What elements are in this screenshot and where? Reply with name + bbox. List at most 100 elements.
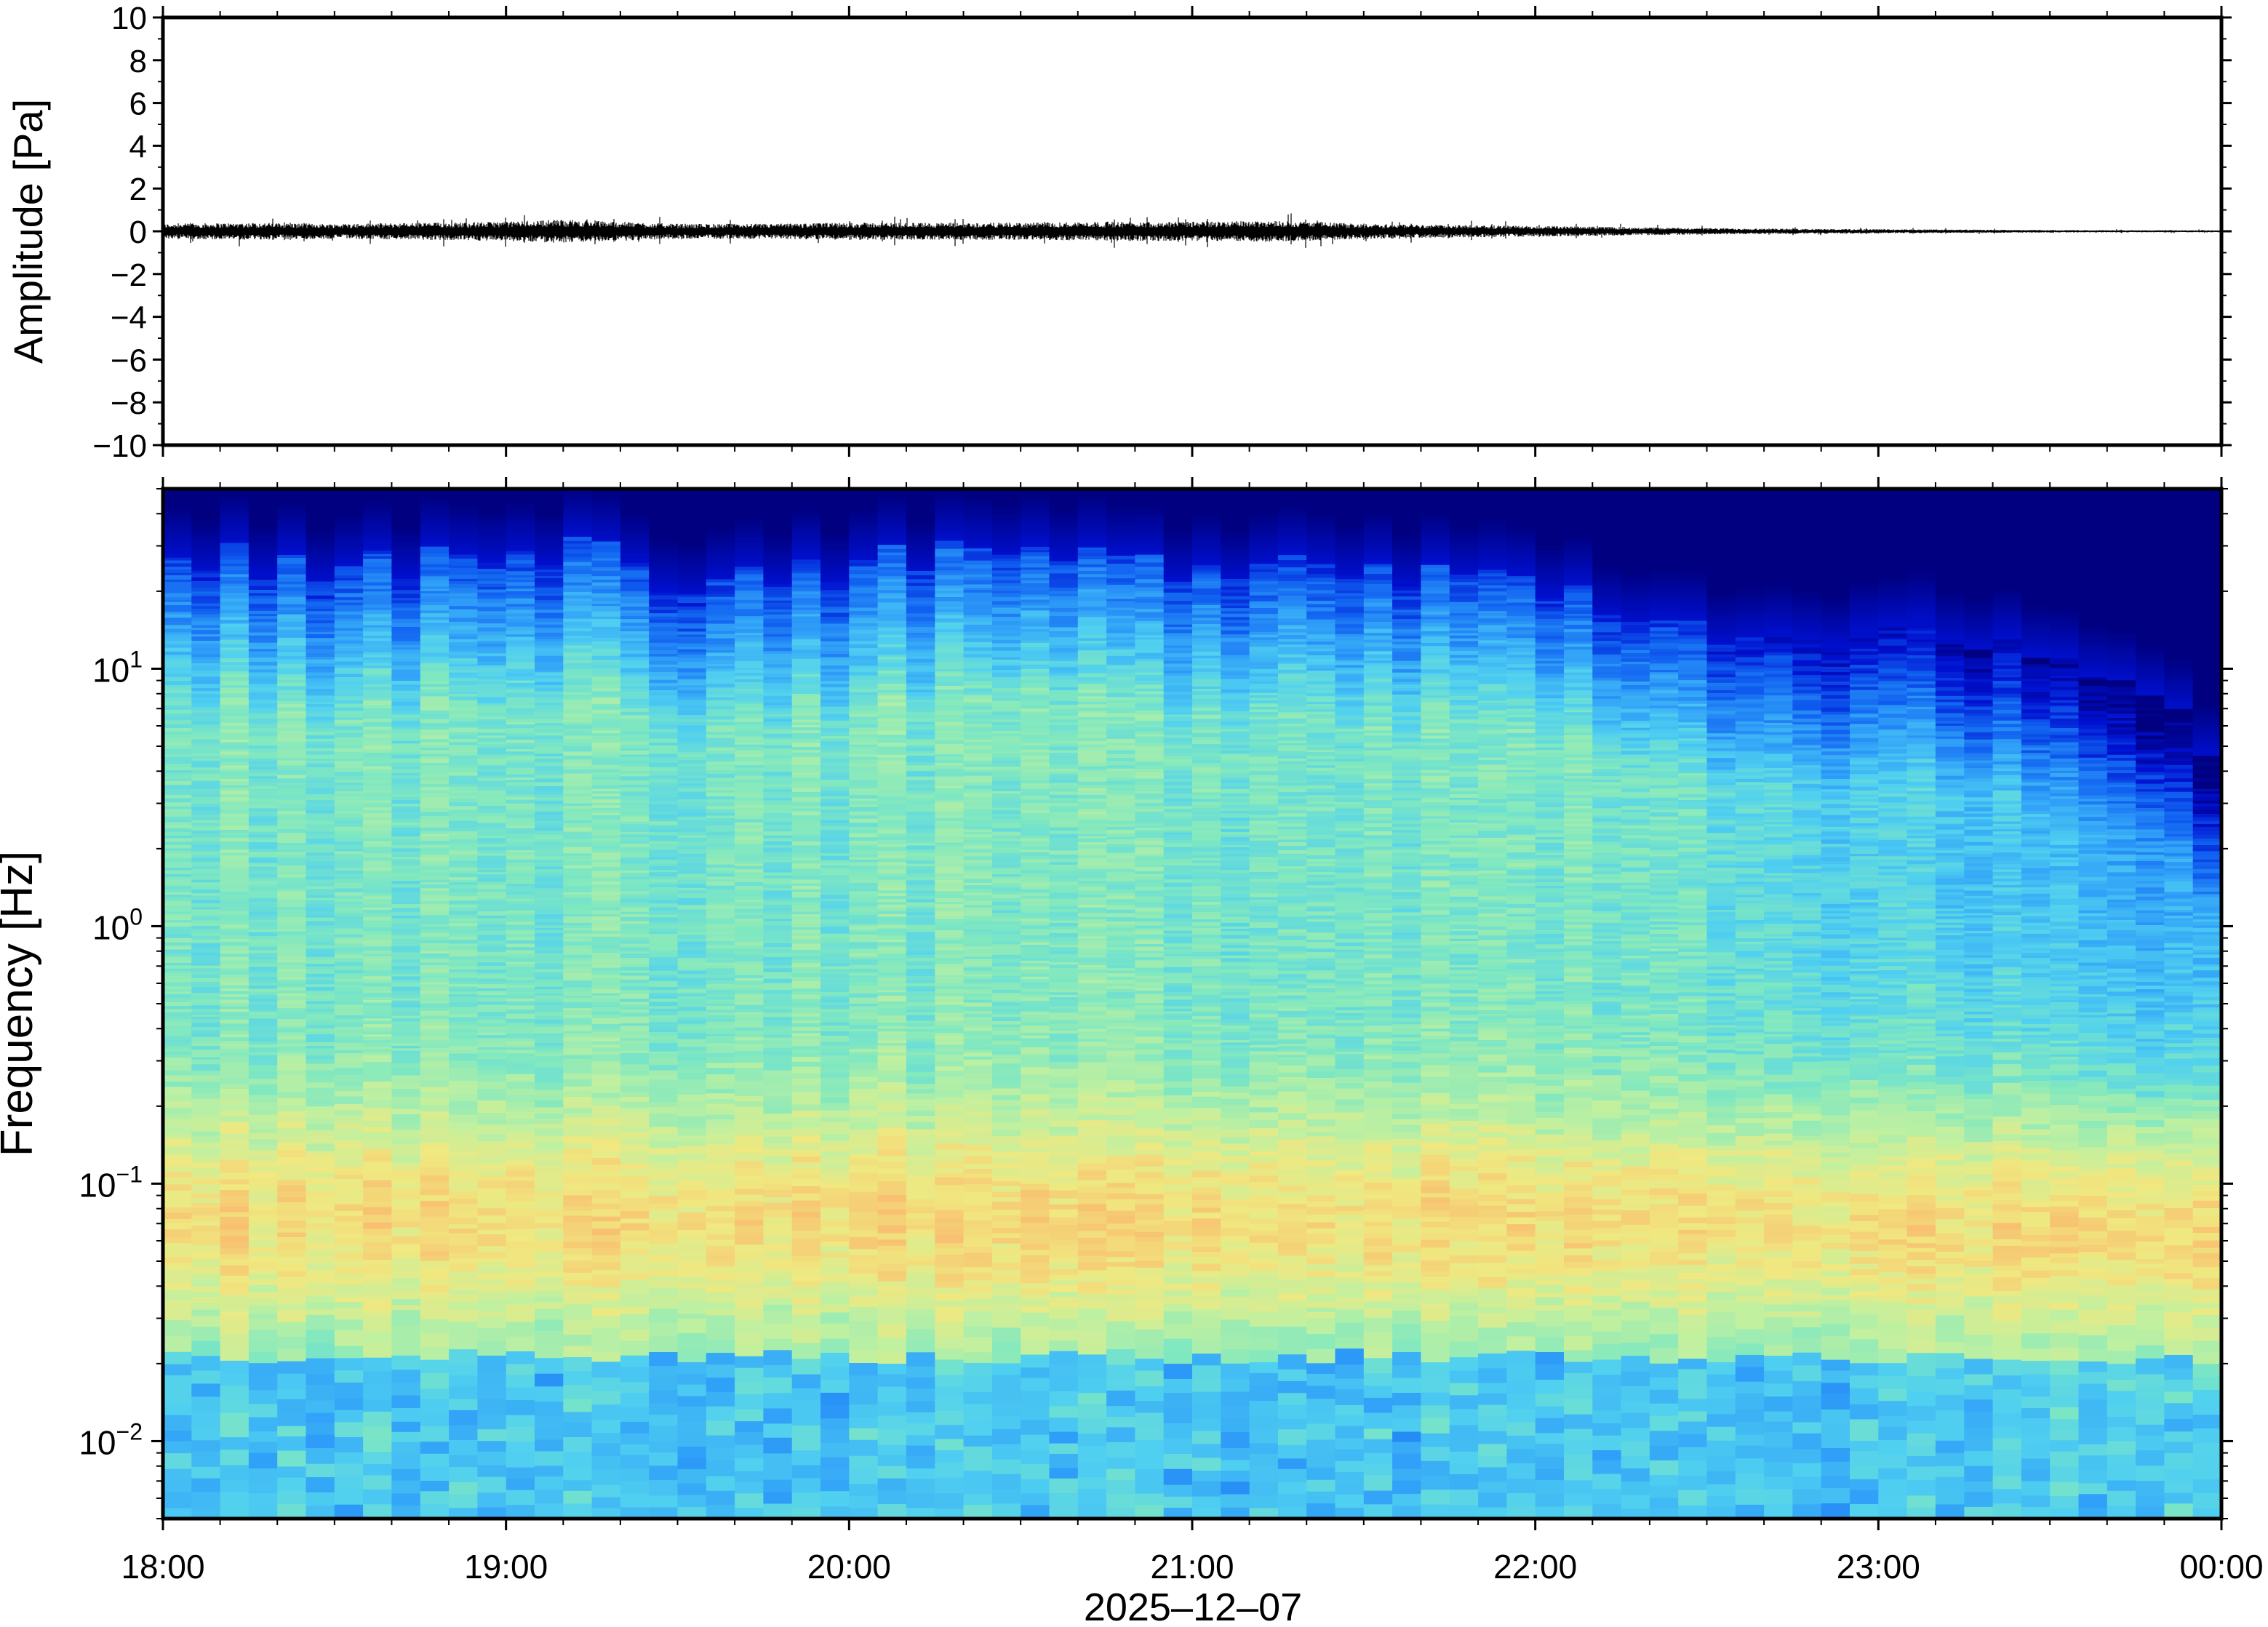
spectrogram-cell xyxy=(506,571,535,575)
spectrogram-cell xyxy=(306,1015,335,1018)
spectrogram-cell xyxy=(363,535,392,537)
spectrogram-cell xyxy=(649,619,678,623)
spectrogram-cell xyxy=(620,771,650,774)
spectrogram-cell xyxy=(678,1086,707,1094)
spectrogram-cell xyxy=(306,1094,335,1099)
spectrogram-cell xyxy=(220,1386,249,1400)
spectrogram-cell xyxy=(477,1016,506,1020)
spectrogram-cell xyxy=(535,662,564,666)
spectrogram-cell xyxy=(449,1271,478,1278)
spectrogram-cell xyxy=(620,756,650,761)
spectrogram-cell xyxy=(563,855,592,859)
spectrogram-cell xyxy=(449,1198,478,1204)
spectrogram-cell xyxy=(277,770,306,775)
spectrogram-cell xyxy=(391,1264,420,1272)
spectrogram-cell xyxy=(649,1036,678,1040)
spectrogram-cell xyxy=(306,1384,335,1400)
spectrogram-cell xyxy=(391,854,420,857)
spectrogram-cell xyxy=(363,1504,392,1519)
spectrogram-cell xyxy=(220,681,249,685)
spectrogram-cell xyxy=(363,508,392,512)
spectrogram-cell xyxy=(592,733,621,736)
spectrogram-cell xyxy=(535,966,564,970)
spectrogram-cell xyxy=(277,1026,306,1029)
spectrogram-cell xyxy=(220,627,249,631)
spectrogram-cell xyxy=(506,994,535,999)
spectrogram-cell xyxy=(649,907,678,911)
spectrogram-cell xyxy=(249,1079,278,1084)
spectrogram-cell xyxy=(306,803,335,807)
spectrogram-cell xyxy=(449,639,478,642)
spectrogram-cell xyxy=(306,544,335,548)
spectrogram-cell xyxy=(535,1290,564,1297)
spectrogram-cell xyxy=(649,642,678,647)
spectrogram-cell xyxy=(335,1082,364,1087)
spectrogram-cell xyxy=(506,657,535,662)
spectrogram-cell xyxy=(649,724,678,729)
spectrogram-cell xyxy=(563,1222,592,1231)
spectrogram-cell xyxy=(163,1212,192,1219)
spectrogram-cell xyxy=(163,1415,192,1431)
spectrogram-cell xyxy=(535,672,564,676)
spectrogram-cell xyxy=(649,588,678,593)
spectrogram-cell xyxy=(678,672,707,676)
spectrogram-cell xyxy=(592,863,621,868)
spectrogram-cell xyxy=(592,1183,621,1190)
spectrogram-cell xyxy=(306,614,335,618)
spectrogram-cell xyxy=(449,892,478,897)
spectrogram-cell xyxy=(620,607,650,611)
spectrogram-cell xyxy=(363,1167,392,1173)
spectrogram-cell xyxy=(191,603,220,607)
spectrogram-cell xyxy=(735,1332,764,1346)
spectrogram-cell xyxy=(620,653,650,657)
spectrogram-cell xyxy=(335,1238,364,1245)
spectrogram-cell xyxy=(249,1292,278,1298)
spectrogram-cell xyxy=(649,946,678,950)
spectrogram-cell xyxy=(277,1490,306,1504)
spectrogram-cell xyxy=(563,1020,592,1025)
spectrogram-cell xyxy=(363,674,392,677)
spectrogram-cell xyxy=(535,891,564,895)
spectrogram-cell xyxy=(592,793,621,796)
waveform-y-tick-label: 4 xyxy=(129,129,147,164)
spectrogram-cell xyxy=(477,988,506,991)
spectrogram-cell xyxy=(249,1041,278,1044)
spectrogram-cell xyxy=(220,649,249,655)
spectrogram-cell xyxy=(249,939,278,943)
spectrogram-cell xyxy=(306,895,335,898)
spectrogram-cell xyxy=(592,1469,621,1485)
spectrogram-cell xyxy=(678,1468,707,1483)
spectrogram-cell xyxy=(735,1432,764,1445)
spectrogram-cell xyxy=(678,1057,707,1060)
spectrogram-cell xyxy=(506,708,535,712)
spectrogram-cell xyxy=(706,680,735,684)
spectrogram-cell xyxy=(592,1255,621,1263)
spectrogram-cell xyxy=(678,905,707,910)
spectrogram-cell xyxy=(678,1199,707,1207)
spectrogram-cell xyxy=(477,656,506,660)
spectrogram-cell xyxy=(592,1497,621,1508)
spectrogram-cell xyxy=(477,566,506,569)
spectrogram-cell xyxy=(420,706,450,711)
spectrogram-cell xyxy=(649,585,678,589)
spectrogram-cell xyxy=(220,495,249,500)
spectrogram-cell xyxy=(449,1074,478,1081)
spectrogram-cell xyxy=(191,1106,220,1113)
spectrogram-cell xyxy=(163,986,192,989)
spectrogram-cell xyxy=(191,516,220,520)
spectrogram-cell xyxy=(506,676,535,681)
spectrogram-cell xyxy=(277,854,306,858)
spectrogram-cell xyxy=(277,852,306,855)
spectrogram-cell xyxy=(163,865,192,868)
spectrogram-cell xyxy=(592,1209,621,1217)
spectrogram-cell xyxy=(306,728,335,732)
spectrogram-cell xyxy=(477,1055,506,1060)
spectrogram-cell xyxy=(706,545,735,549)
spectrogram-cell xyxy=(391,1004,420,1007)
spectrogram-cell xyxy=(678,1180,707,1186)
spectrogram-cell xyxy=(563,817,592,820)
spectrogram-cell xyxy=(191,1112,220,1117)
spectrogram-cell xyxy=(449,1164,478,1172)
spectrogram-cell xyxy=(706,655,735,660)
spectrogram-cell xyxy=(277,885,306,889)
